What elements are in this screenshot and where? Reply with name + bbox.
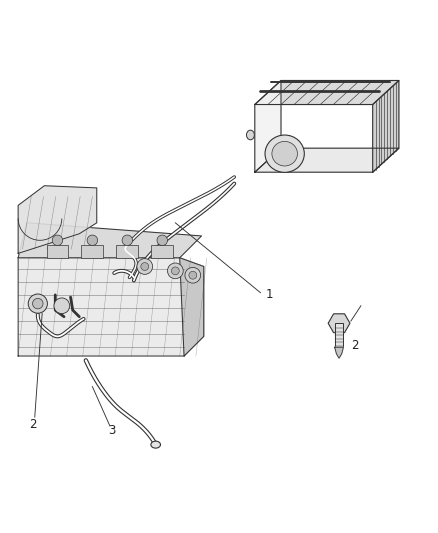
Circle shape xyxy=(185,268,201,283)
Polygon shape xyxy=(18,223,201,258)
Bar xyxy=(335,323,343,348)
Polygon shape xyxy=(18,185,97,253)
Ellipse shape xyxy=(247,130,254,140)
Circle shape xyxy=(52,235,63,246)
Circle shape xyxy=(87,235,98,246)
Ellipse shape xyxy=(272,141,297,166)
Bar xyxy=(46,245,68,258)
Circle shape xyxy=(32,298,43,309)
Bar xyxy=(81,245,103,258)
Circle shape xyxy=(28,294,47,313)
Circle shape xyxy=(141,263,149,270)
Circle shape xyxy=(122,235,133,246)
Polygon shape xyxy=(335,348,343,358)
Text: 3: 3 xyxy=(108,424,116,437)
Polygon shape xyxy=(255,148,399,172)
Polygon shape xyxy=(255,80,281,172)
Circle shape xyxy=(167,263,183,279)
Circle shape xyxy=(171,267,179,275)
Bar xyxy=(151,245,173,258)
Ellipse shape xyxy=(265,135,304,172)
Ellipse shape xyxy=(151,441,160,448)
Text: 2: 2 xyxy=(351,340,359,352)
Polygon shape xyxy=(18,258,204,356)
Circle shape xyxy=(137,259,152,274)
Text: 1: 1 xyxy=(265,288,273,301)
Bar xyxy=(117,245,138,258)
Polygon shape xyxy=(373,80,399,172)
Circle shape xyxy=(54,298,70,313)
Polygon shape xyxy=(180,258,204,356)
Circle shape xyxy=(157,235,167,246)
Text: 2: 2 xyxy=(29,418,36,431)
Polygon shape xyxy=(255,80,399,104)
Circle shape xyxy=(189,271,197,279)
